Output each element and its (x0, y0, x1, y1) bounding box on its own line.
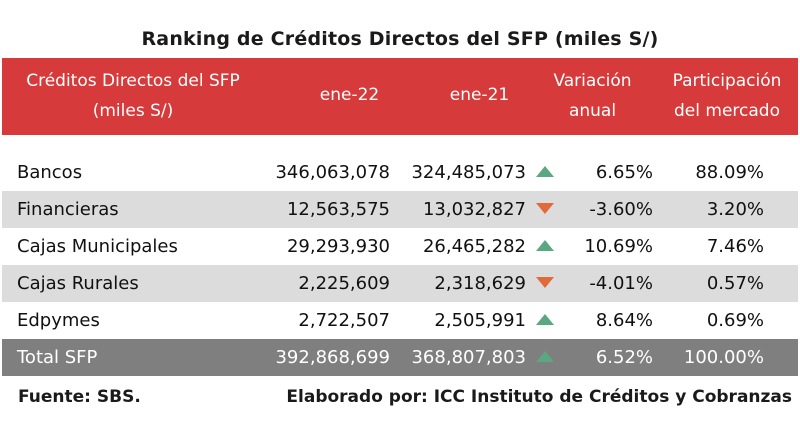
row-participacion: 7.46% (706, 236, 764, 257)
row-variacion: -3.60% (589, 199, 653, 220)
table-row: Bancos 346,063,078 324,485,073 6.65% 88.… (2, 154, 798, 191)
row-ene-21: 2,318,629 (434, 273, 526, 294)
row-name: Total SFP (17, 347, 98, 368)
table-row: Edpymes 2,722,507 2,505,991 8.64% 0.69% (2, 302, 798, 339)
header-entity-line2: (miles S/) (92, 101, 174, 121)
header-variacion-line1: Variación (553, 71, 632, 91)
row-name: Cajas Municipales (17, 236, 178, 257)
table-row: Cajas Rurales 2,225,609 2,318,629 -4.01%… (2, 265, 798, 302)
row-name: Bancos (17, 162, 83, 183)
row-ene-21: 324,485,073 (411, 162, 526, 183)
row-variacion: 8.64% (595, 310, 653, 331)
row-variacion: 10.69% (584, 236, 653, 257)
header-participacion-line2: del mercado (674, 101, 780, 121)
header-participacion: Participación del mercado (657, 66, 797, 126)
row-name: Edpymes (17, 310, 100, 331)
row-name: Financieras (17, 199, 119, 220)
row-participacion: 100.00% (683, 347, 764, 368)
header-entity: Créditos Directos del SFP (miles S/) (2, 66, 264, 126)
table-row: Financieras 12,563,575 13,032,827 -3.60%… (2, 191, 798, 228)
row-variacion: -4.01% (589, 273, 653, 294)
header-entity-line1: Créditos Directos del SFP (26, 71, 240, 91)
row-ene-21: 26,465,282 (422, 236, 526, 257)
row-participacion: 0.57% (706, 273, 764, 294)
row-participacion: 88.09% (695, 162, 764, 183)
table-title: Ranking de Créditos Directos del SFP (mi… (141, 28, 659, 50)
table-row: Cajas Municipales 29,293,930 26,465,282 … (2, 228, 798, 265)
table-row-total: Total SFP 392,868,699 368,807,803 6.52% … (2, 339, 798, 376)
table-header: Créditos Directos del SFP (miles S/) ene… (2, 58, 798, 135)
header-ene-22: ene-22 (319, 85, 380, 105)
footer-source: Fuente: SBS. (18, 387, 141, 407)
up-arrow-icon (536, 351, 554, 365)
up-arrow-icon (536, 240, 554, 254)
row-variacion: 6.52% (595, 347, 653, 368)
row-ene-21: 2,505,991 (434, 310, 526, 331)
up-arrow-icon (536, 166, 554, 180)
row-ene-21: 13,032,827 (422, 199, 526, 220)
down-arrow-icon (536, 277, 554, 291)
row-participacion: 0.69% (706, 310, 764, 331)
row-ene-22: 2,722,507 (298, 310, 390, 331)
header-variacion-line2: anual (568, 101, 617, 121)
row-name: Cajas Rurales (17, 273, 139, 294)
header-variacion: Variación anual (535, 66, 650, 126)
header-participacion-line1: Participación (672, 71, 782, 91)
row-participacion: 3.20% (706, 199, 764, 220)
row-ene-22: 392,868,699 (275, 347, 390, 368)
header-ene-21: ene-21 (449, 85, 510, 105)
row-ene-22: 29,293,930 (286, 236, 390, 257)
down-arrow-icon (536, 203, 554, 217)
row-ene-22: 12,563,575 (286, 199, 390, 220)
row-ene-22: 346,063,078 (275, 162, 390, 183)
up-arrow-icon (536, 314, 554, 328)
row-ene-22: 2,225,609 (298, 273, 390, 294)
row-ene-21: 368,807,803 (411, 347, 526, 368)
row-variacion: 6.65% (595, 162, 653, 183)
footer-author: Elaborado por: ICC Instituto de Créditos… (286, 387, 792, 407)
